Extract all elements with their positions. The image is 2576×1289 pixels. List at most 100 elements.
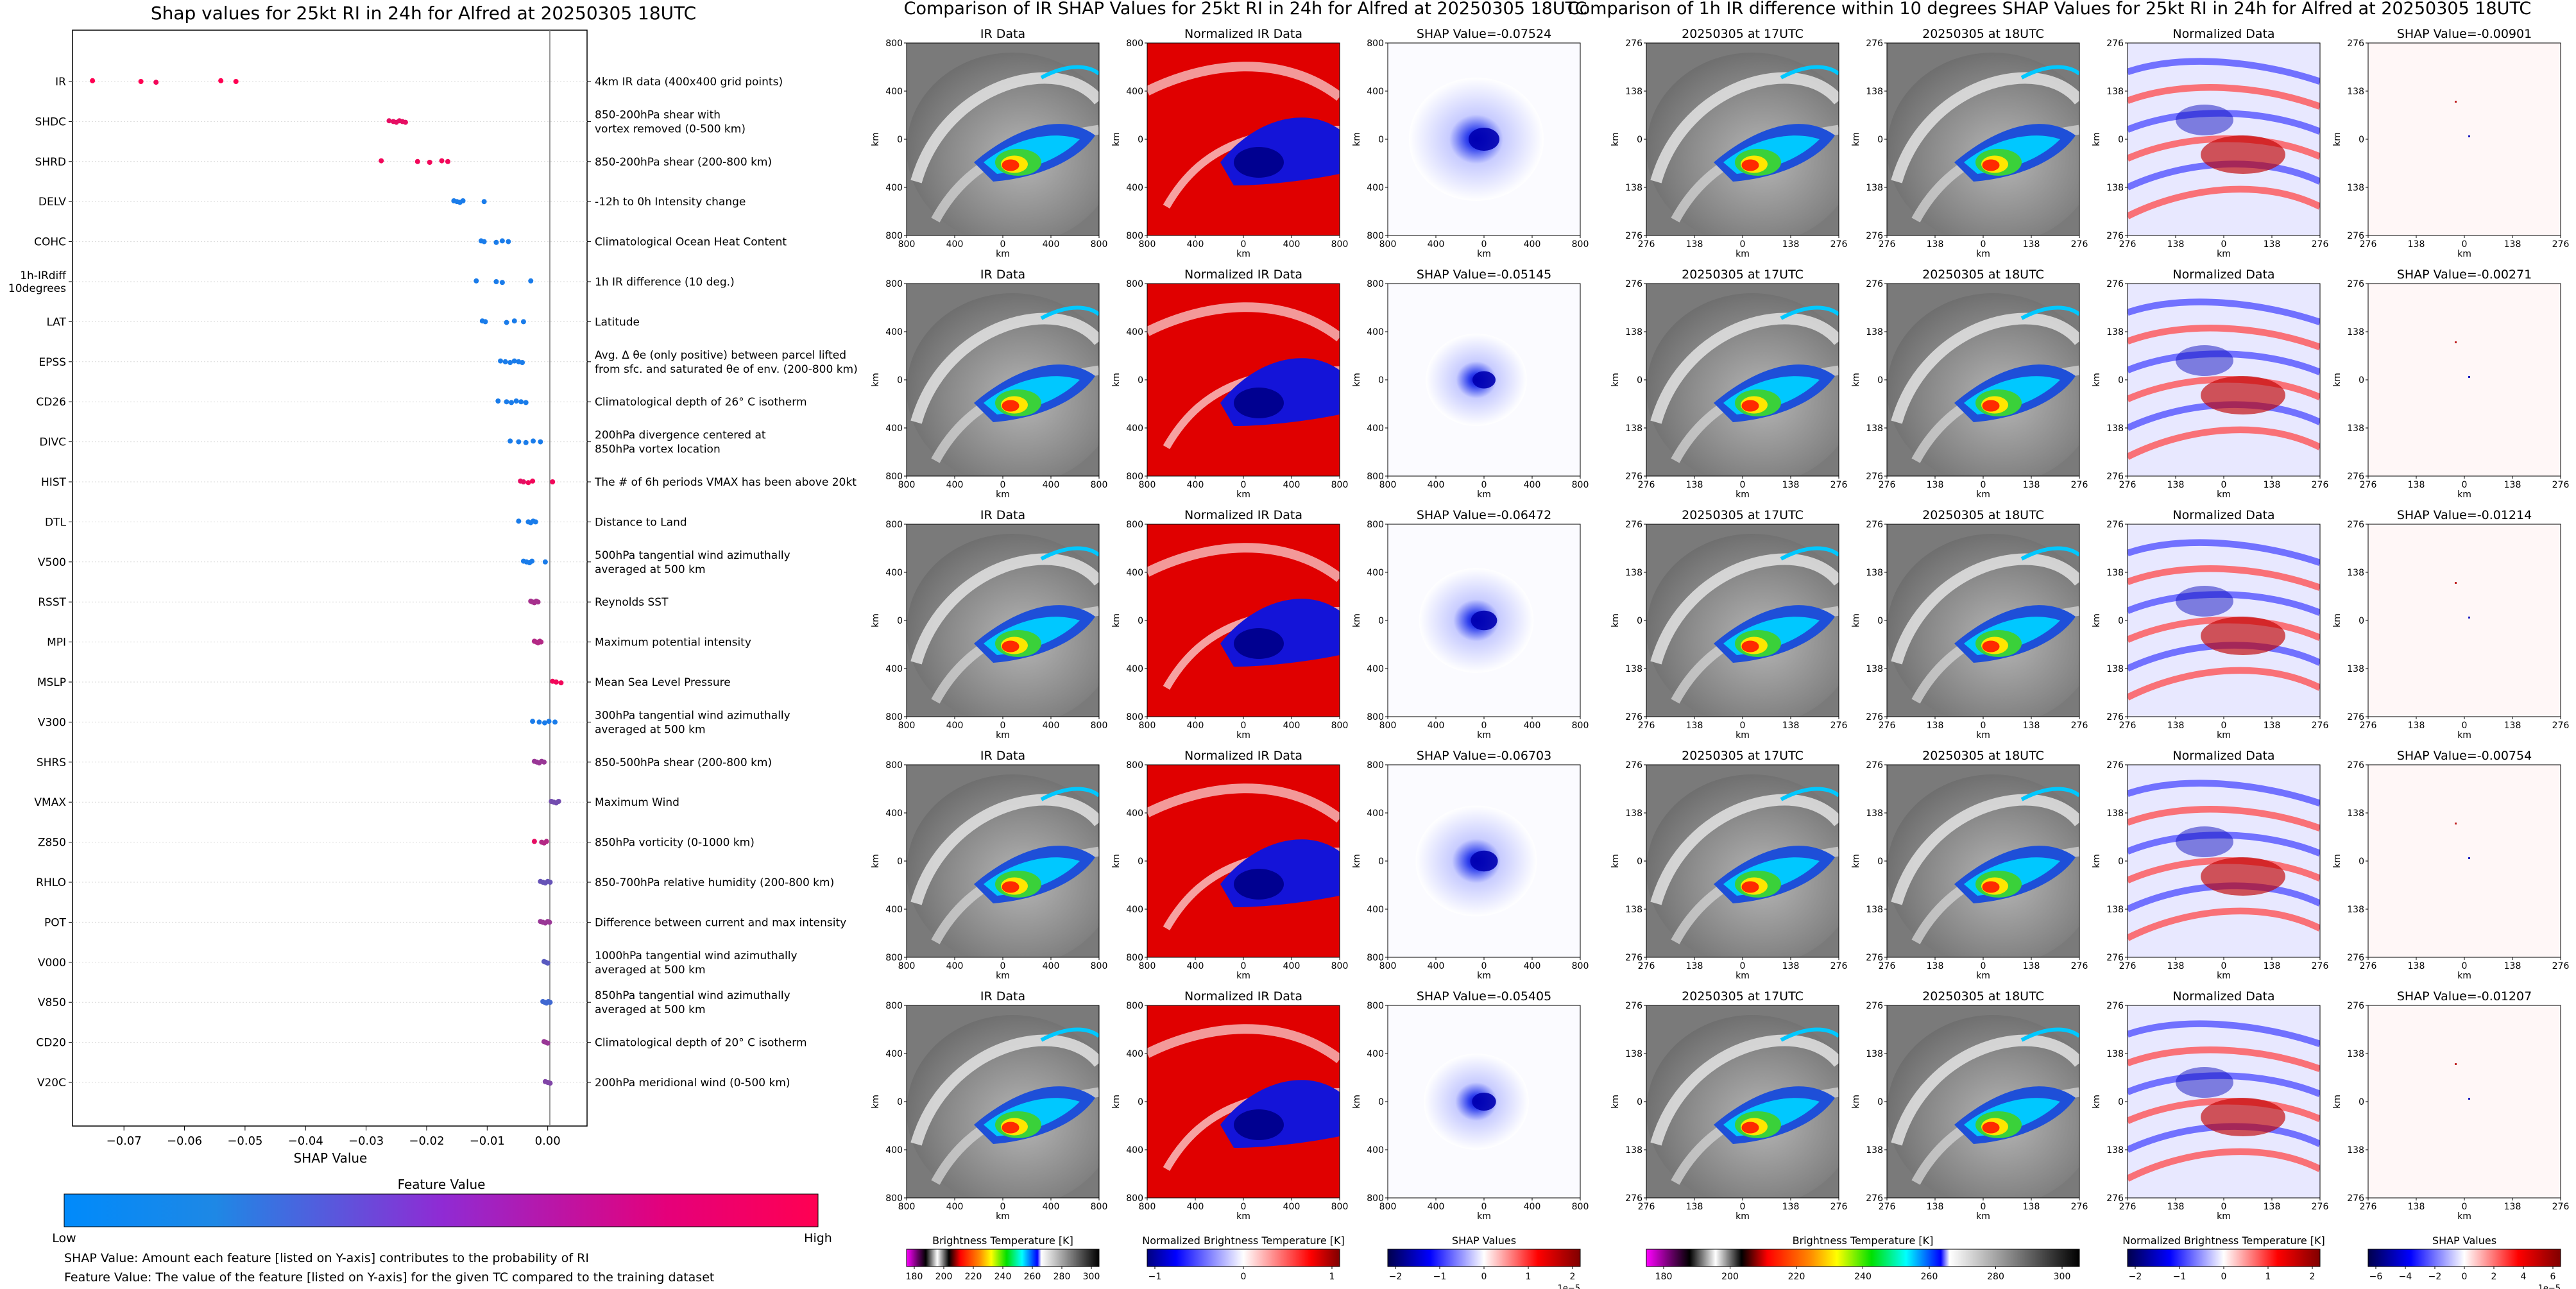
y-tick-label: 800	[1126, 1001, 1143, 1011]
subplot-title: Normalized IR Data	[1184, 508, 1302, 522]
x-tick-label: 138	[2167, 239, 2185, 250]
x-axis-label: km	[1736, 971, 1750, 981]
y-tick-label: 276	[1866, 1001, 1883, 1011]
x-tick-label: 800	[1331, 480, 1349, 490]
colorbar-label: Normalized Brightness Temperature [K]	[2122, 1234, 2325, 1247]
ir-diff-panels-grid: 20250305 at 17UTC 276 276 138 138 0 0 138 138 276…	[1610, 27, 2569, 1222]
y-tick-label: 276	[1866, 712, 1883, 722]
ir-subplot: SHAP Value=-0.05145800800400400004004008…	[1352, 268, 1589, 500]
x-tick-label: 138	[1927, 1202, 1944, 1212]
y-tick-label: 138	[1625, 327, 1642, 337]
ir-diff-subplot: SHAP Value=-0.01207276276138138001381382…	[2332, 989, 2569, 1222]
y-axis-label: km	[871, 1095, 881, 1109]
x-axis-label: km	[1236, 490, 1250, 500]
y-tick-label: 138	[2347, 568, 2364, 578]
y-tick-label: 800	[885, 520, 903, 530]
y-axis-label: km	[1352, 854, 1362, 868]
x-tick-label: 276	[2360, 961, 2377, 971]
colorbar-low-label: Low	[52, 1231, 76, 1245]
subplot-title: 20250305 at 17UTC	[1682, 27, 1804, 41]
y-tick-label: 800	[885, 1193, 903, 1204]
subplot-title: Normalized Data	[2172, 989, 2274, 1003]
colorbar-tick-label: 1	[1526, 1272, 1531, 1282]
subplot-title: 20250305 at 17UTC	[1682, 989, 1804, 1003]
x-tick-label: 800	[1572, 961, 1589, 971]
y-tick-label: 0	[2118, 375, 2124, 386]
shap-point	[523, 440, 529, 445]
x-tick-label: 0	[1740, 721, 1746, 731]
subplot-title: IR Data	[980, 508, 1025, 522]
shap-point	[482, 319, 488, 325]
feature-name-label: DIVC	[39, 436, 66, 449]
subplot-title: SHAP Value=-0.00271	[2397, 268, 2532, 282]
x-tick-label: 0	[1000, 961, 1006, 971]
colorbar-tick-label: 200	[1721, 1272, 1739, 1282]
feature-description-label: 1h IR difference (10 deg.)	[595, 276, 735, 289]
y-axis-label: km	[2332, 373, 2342, 387]
x-tick-label: 800	[1331, 961, 1349, 971]
y-tick-label: 138	[1625, 568, 1642, 578]
x-tick-label: 800	[1139, 1202, 1156, 1212]
x-tick-label: 138	[2167, 1202, 2185, 1212]
shap-point	[518, 399, 524, 405]
x-tick-label: 276	[2552, 721, 2570, 731]
x-tick-label: 400	[946, 239, 964, 250]
y-tick-label: 138	[2347, 905, 2364, 915]
x-tick-label: 0	[1481, 1202, 1487, 1212]
shap-point	[523, 400, 529, 405]
shap-point	[556, 799, 561, 804]
x-tick-label: 0	[1481, 721, 1487, 731]
y-tick-label: 276	[1625, 1001, 1642, 1011]
x-tick-label: 138	[1686, 961, 1703, 971]
y-tick-label: 0	[2118, 857, 2124, 867]
y-tick-label: 0	[2358, 857, 2364, 867]
y-tick-label: 0	[1378, 857, 1384, 867]
y-tick-label: 276	[1866, 231, 1883, 241]
y-tick-label: 138	[1625, 1145, 1642, 1156]
feature-name-label: EPSS	[38, 356, 66, 369]
ir-subplot: SHAP Value=-0.06472800800400400004004008…	[1352, 508, 1589, 740]
y-tick-label: 138	[1866, 183, 1883, 193]
x-tick-label: 800	[1331, 239, 1349, 250]
y-tick-label: 400	[1367, 905, 1384, 915]
shap-point	[495, 398, 501, 404]
colorbar-tick-label: 0	[1241, 1272, 1247, 1282]
colorbar-tick-label: 180	[1655, 1272, 1673, 1282]
x-tick-label: 0	[1000, 721, 1006, 731]
x-tick-label: 138	[2408, 480, 2425, 490]
y-tick-label: 138	[1866, 905, 1883, 915]
feature-name-label: MSLP	[37, 676, 66, 689]
y-tick-label: 138	[2106, 1049, 2124, 1059]
y-tick-label: 0	[1877, 1097, 1883, 1107]
x-tick-label: 400	[1428, 480, 1445, 490]
y-axis-label: km	[1111, 132, 1122, 146]
y-tick-label: 400	[1367, 183, 1384, 193]
shap-map-core	[1470, 850, 1498, 872]
shap-point	[531, 438, 536, 444]
y-axis-label: km	[1610, 373, 1621, 387]
y-tick-label: 0	[2118, 135, 2124, 145]
feature-name-label: V20C	[37, 1077, 66, 1089]
y-tick-label: 0	[2358, 375, 2364, 386]
note-shap-value: SHAP Value: Amount each feature [listed …	[64, 1251, 589, 1265]
y-tick-label: 800	[1367, 953, 1384, 963]
y-tick-label: 0	[1637, 857, 1642, 867]
x-tick-label: 138	[2408, 239, 2425, 250]
feature-description-label: averaged at 500 km	[595, 1003, 706, 1016]
x-tick-label: 276	[2071, 721, 2088, 731]
feature-value-colorbar	[64, 1193, 819, 1227]
x-tick-label: 400	[1283, 239, 1301, 250]
feature-description-label: 850-200hPa shear (200-800 km)	[595, 156, 772, 169]
x-axis-label: km	[2217, 490, 2231, 500]
feature-description-label: 1000hPa tangential wind azimuthally	[595, 950, 798, 962]
ir-subplot: Normalized IR Data8008004004000040040080…	[1111, 508, 1348, 740]
y-tick-label: 276	[1625, 38, 1642, 49]
shap-point	[511, 358, 517, 364]
y-tick-label: 0	[897, 135, 903, 145]
x-tick-label: −0.07	[107, 1134, 142, 1148]
y-tick-label: 800	[885, 38, 903, 49]
x-tick-label: 0	[1740, 1202, 1746, 1212]
colorbar	[2367, 1249, 2561, 1267]
y-tick-label: 0	[1637, 616, 1642, 626]
